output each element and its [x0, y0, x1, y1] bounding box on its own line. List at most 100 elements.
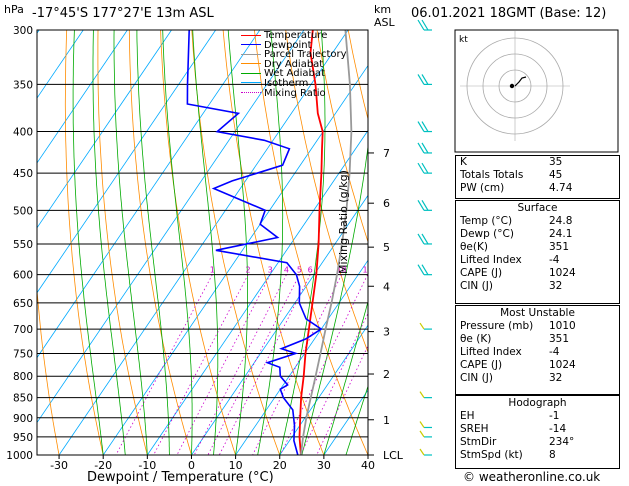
parcel-trajectory-line [300, 30, 353, 455]
indices-panel-top: K 35 Totals Totals 45 PW (cm) 4.74 [455, 155, 620, 199]
hpa-unit: hPa [4, 3, 24, 16]
pressure-tick-label: 850 [13, 393, 33, 405]
index-row: StmDir 234° [460, 436, 575, 448]
km-tick-label: 3 [383, 326, 390, 339]
legend-item-isotherm: Isotherm [241, 78, 347, 89]
sounding-series [186, 30, 353, 455]
index-row: Temp (°C) 24.8 [460, 215, 573, 227]
legend-item-wet-adiabat: Wet Adiabat [241, 69, 347, 79]
pressure-tick-label: 800 [13, 371, 33, 383]
mixing-ratio-label: 3 [268, 266, 273, 275]
km-tick-label: 6 [383, 197, 390, 210]
index-row: K 35 [460, 156, 563, 168]
legend-swatch [241, 82, 261, 84]
legend-swatch [241, 53, 261, 55]
wind-barb-flag [421, 200, 429, 211]
km-tick-label: 7 [383, 147, 390, 160]
isotherm-line [279, 324, 368, 455]
isotherm-line [37, 30, 305, 424]
wind-barb-flag [419, 430, 425, 438]
plot-frame [36, 29, 369, 456]
index-row: PW (cm) 4.74 [460, 182, 573, 194]
index-row: θe(K) 351 [460, 241, 570, 253]
wind-barb-flag [417, 264, 425, 275]
index-row: Lifted Index -4 [460, 254, 560, 266]
wind-barb-flag [417, 74, 425, 85]
dewpoint-line [186, 30, 323, 455]
surface-panel: Surface Temp (°C) 24.8 Dewp (°C) 24.1 θe(K… [455, 200, 620, 304]
mixing-ratio-label: 15 [362, 266, 372, 275]
pressure-tick-label: 700 [13, 324, 33, 336]
legend-item-parcel: Parcel Trajectory [241, 50, 347, 60]
pressure-tick-label: 600 [13, 270, 33, 282]
legend-swatch [241, 63, 261, 65]
legend-item-mixing-ratio: Mixing Ratio [241, 88, 347, 99]
isotherm-line [58, 30, 349, 455]
dry-adiabat-line [97, 30, 148, 455]
wind-barb-flag [417, 200, 425, 211]
wind-barb-flag [421, 121, 429, 132]
km-tick-label: 4 [383, 280, 390, 293]
most-unstable-title: Most Unstable [500, 307, 575, 319]
mixing-ratio-axis-label: Mixing Ratio (g/kg) [337, 170, 350, 274]
x-tick-label: 0 [188, 459, 195, 472]
pressure-tick-label: 1000 [6, 450, 33, 462]
pressure-tick-label: 900 [13, 413, 33, 425]
hodograph: kt [454, 29, 619, 153]
index-row: SREH -14 [460, 423, 567, 435]
legend-item-dry-adiabat: Dry Adiabat [241, 59, 347, 70]
x-tick-label: -30 [50, 459, 68, 472]
pressure-tick-label: 550 [13, 239, 33, 251]
x-tick-label: 20 [273, 459, 287, 472]
km-tick-label: LCL [383, 449, 404, 462]
mixing-ratio-label: 4 [284, 266, 289, 275]
mixing-ratio-label: 2 [246, 266, 251, 275]
wind-barb-flag [421, 162, 429, 174]
isotherm-line [37, 30, 128, 164]
pressure-tick-label: 300 [13, 25, 33, 37]
mixing-ratio-label: 25 [397, 266, 407, 275]
temperature-line [298, 30, 324, 455]
hodograph-panel: Hodograph EH -1 SREH -14 StmDir 234° StmSpd… [455, 395, 620, 469]
mixing-ratio-label: 5 [297, 266, 302, 275]
x-tick-label: 30 [317, 459, 331, 472]
index-row: StmSpd (kt) 8 [460, 449, 556, 461]
index-row: CIN (J) 32 [460, 280, 563, 292]
index-row: CIN (J) 32 [460, 372, 563, 384]
wind-barb-flag [421, 264, 429, 275]
wind-barb-flag [421, 142, 429, 154]
x-tick-label: 40 [361, 459, 375, 472]
wind-barb-flag [417, 162, 425, 174]
wind-barbs [417, 19, 432, 456]
wet-adiabat-line [192, 30, 219, 455]
dry-adiabat-line [37, 285, 60, 455]
index-row: Totals Totals 45 [460, 169, 563, 181]
index-row: CAPE (J) 1024 [460, 267, 576, 279]
wind-barb-flag [421, 74, 429, 85]
hodograph-title: Hodograph [508, 397, 567, 409]
km-tick-label: 5 [383, 241, 390, 254]
asl-unit: ASL [374, 16, 395, 29]
mixing-ratio-line [316, 344, 368, 455]
mixing-ratio-line [115, 274, 213, 455]
mixing-ratio-line [153, 274, 249, 455]
location-title: -17°45'S 177°27'E 13m ASL [32, 6, 214, 21]
pressure-tick-label: 750 [13, 348, 33, 360]
datetime-title: 06.01.2021 18GMT (Base: 12) [411, 6, 607, 21]
isotherm-line [235, 259, 368, 455]
wind-barb-flag [421, 233, 429, 245]
x-tick-label: -20 [94, 459, 112, 472]
surface-title: Surface [517, 202, 558, 214]
wind-barb-flag [417, 233, 425, 245]
wind-barb-flag [417, 19, 425, 31]
index-row: Pressure (mb) 1010 [460, 320, 576, 332]
wind-barb-flag [419, 448, 425, 456]
wind-barb-flag [419, 391, 425, 398]
index-row: θe (K) 351 [460, 333, 570, 345]
mixing-ratio-line [252, 274, 342, 455]
isotherm-line [102, 64, 368, 455]
pressure-tick-label: 350 [13, 79, 33, 91]
index-row: Lifted Index -4 [460, 346, 560, 358]
wind-barb-flag [419, 322, 425, 330]
index-row: CAPE (J) 1024 [460, 359, 576, 371]
